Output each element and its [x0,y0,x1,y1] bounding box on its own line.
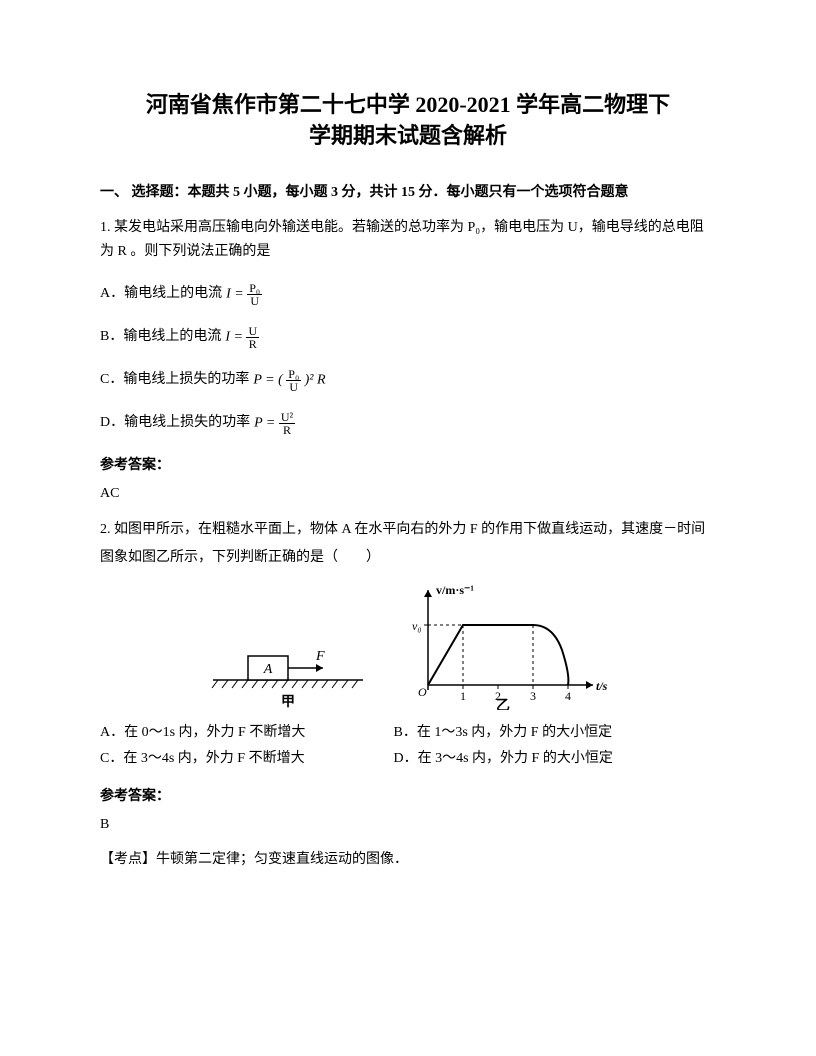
x-axis-label: t/s [596,679,608,693]
q2-figure-jia: A F 甲 [208,620,368,710]
q1-opt-d-label: D．输电线上损失的功率 [100,411,250,435]
q1-answer: AC [100,486,716,502]
q1-opt-d-formula: P = U² R [254,411,295,436]
q1-stem: 1. 某发电站采用高压输电向外输送电能。若输送的总功率为 P₀，输电电压为 U，… [100,216,716,264]
q2-options-row1: A．在 0～1s 内，外力 F 不断增大 B．在 1～3s 内，外力 F 的大小… [100,720,716,747]
q2-figures: A F 甲 v/m·s⁻¹ t/s O 1 2 3 [100,580,716,710]
q1-ref-head: 参考答案： [100,454,716,474]
q2-opt-b: B．在 1～3s 内，外力 F 的大小恒定 [394,720,613,747]
origin-label: O [418,685,427,699]
fig-yi-caption: 乙 [496,698,510,710]
q1-opt-a-formula: I = P₀ U [226,282,262,307]
section-1-head: 一、 选择题：本题共 5 小题，每小题 3 分，共计 15 分．每小题只有一个选… [100,182,716,204]
q1-opt-d: D．输电线上损失的功率 P = U² R [100,411,716,436]
q2-answer: B [100,817,716,833]
q1-opt-b: B．输电线上的电流 I = U R [100,325,716,350]
tick-1: 1 [460,689,466,703]
title-line2: 学期期末试题含解析 [309,123,507,148]
v0-label: v₀ [412,619,422,633]
q2-opt-c: C．在 3～4s 内，外力 F 不断增大 [100,746,390,773]
fig-jia-caption: 甲 [281,694,295,710]
q1-opt-a-label: A．输电线上的电流 [100,282,222,306]
q2-options-row2: C．在 3～4s 内，外力 F 不断增大 D．在 3～4s 内，外力 F 的大小… [100,746,716,773]
q2-opt-d: D．在 3～4s 内，外力 F 的大小恒定 [394,746,613,773]
q2-figure-yi: v/m·s⁻¹ t/s O 1 2 3 4 v₀ [398,580,608,710]
y-axis-label: v/m·s⁻¹ [436,583,474,597]
q1-opt-b-label: B．输电线上的电流 [100,325,221,349]
q1-opt-c-formula: P = ( P₀ U )² R [253,368,325,393]
q1-opt-a: A．输电线上的电流 I = P₀ U [100,282,716,307]
force-f-label: F [315,649,325,664]
q1-opt-c-label: C．输电线上损失的功率 [100,368,249,392]
tick-3: 3 [530,689,536,703]
tick-4: 4 [565,689,571,703]
block-a-label: A [263,662,273,677]
title-line1: 河南省焦作市第二十七中学 2020-2021 学年高二物理下 [146,92,670,117]
q2-opt-a: A．在 0～1s 内，外力 F 不断增大 [100,720,390,747]
page-title: 河南省焦作市第二十七中学 2020-2021 学年高二物理下 学期期末试题含解析 [100,90,716,152]
q1-opt-c: C．输电线上损失的功率 P = ( P₀ U )² R [100,368,716,393]
q2-ref-head: 参考答案： [100,785,716,805]
q2-stem: 2. 如图甲所示，在粗糙水平面上，物体 A 在水平向右的外力 F 的作用下做直线… [100,516,716,572]
q2-note: 【考点】牛顿第二定律；匀变速直线运动的图像． [100,847,716,874]
q1-opt-b-formula: I = U R [225,325,259,350]
